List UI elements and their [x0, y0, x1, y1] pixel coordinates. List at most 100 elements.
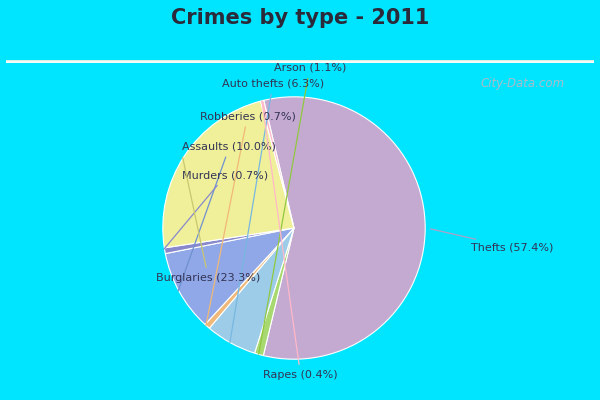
- Bar: [6, 61, 594, 62]
- Bar: [6, 62, 594, 63]
- Bar: [6, 61, 594, 63]
- Bar: [6, 61, 594, 63]
- Bar: [6, 62, 594, 63]
- Bar: [6, 60, 594, 62]
- Bar: [6, 61, 594, 63]
- Wedge shape: [260, 100, 294, 228]
- Bar: [6, 61, 594, 62]
- Bar: [6, 60, 594, 62]
- Bar: [6, 60, 594, 62]
- Bar: [6, 61, 594, 62]
- Bar: [6, 62, 594, 63]
- Bar: [6, 62, 594, 63]
- Bar: [6, 62, 594, 63]
- Bar: [6, 61, 594, 62]
- Bar: [6, 61, 594, 62]
- Bar: [6, 60, 594, 62]
- Bar: [6, 62, 594, 63]
- Bar: [6, 61, 594, 62]
- Bar: [6, 61, 594, 63]
- Bar: [6, 61, 594, 62]
- Bar: [6, 61, 594, 63]
- Bar: [6, 60, 594, 62]
- Bar: [6, 62, 594, 63]
- Bar: [6, 60, 594, 62]
- Bar: [6, 60, 594, 62]
- Bar: [6, 61, 594, 62]
- Bar: [6, 60, 594, 62]
- Bar: [6, 60, 594, 62]
- Bar: [6, 62, 594, 63]
- Bar: [6, 60, 594, 62]
- Bar: [6, 60, 594, 62]
- Bar: [6, 60, 594, 62]
- Bar: [6, 61, 594, 62]
- Text: Thefts (57.4%): Thefts (57.4%): [431, 229, 553, 253]
- Bar: [6, 60, 594, 62]
- Bar: [6, 60, 594, 62]
- Bar: [6, 60, 594, 62]
- Bar: [6, 60, 594, 62]
- Wedge shape: [254, 228, 294, 356]
- Bar: [6, 62, 594, 63]
- Bar: [6, 61, 594, 63]
- Bar: [6, 61, 594, 63]
- Bar: [6, 60, 594, 62]
- Bar: [6, 60, 594, 62]
- Bar: [6, 60, 594, 62]
- Bar: [6, 60, 594, 62]
- Text: Burglaries (23.3%): Burglaries (23.3%): [156, 157, 260, 283]
- Bar: [6, 61, 594, 63]
- Bar: [6, 62, 594, 63]
- Bar: [6, 60, 594, 62]
- Bar: [6, 62, 594, 63]
- Bar: [6, 60, 594, 62]
- Bar: [6, 61, 594, 62]
- Bar: [6, 61, 594, 63]
- Bar: [6, 60, 594, 62]
- Bar: [6, 62, 594, 63]
- Text: Rapes (0.4%): Rapes (0.4%): [262, 101, 338, 380]
- Bar: [6, 61, 594, 62]
- Bar: [6, 61, 594, 63]
- Bar: [6, 60, 594, 62]
- Bar: [6, 60, 594, 62]
- Bar: [6, 60, 594, 62]
- Bar: [6, 60, 594, 62]
- Bar: [6, 60, 594, 62]
- Bar: [6, 62, 594, 63]
- Bar: [6, 61, 594, 63]
- Bar: [6, 60, 594, 62]
- Bar: [6, 61, 594, 63]
- Bar: [6, 60, 594, 62]
- Bar: [6, 61, 594, 63]
- Bar: [6, 60, 594, 62]
- Bar: [6, 60, 594, 62]
- Bar: [6, 60, 594, 62]
- Text: City-Data.com: City-Data.com: [481, 77, 565, 90]
- Bar: [6, 60, 594, 62]
- Bar: [6, 60, 594, 62]
- Bar: [6, 61, 594, 63]
- Text: Crimes by type - 2011: Crimes by type - 2011: [171, 8, 429, 28]
- Bar: [6, 60, 594, 62]
- Bar: [6, 60, 594, 62]
- Bar: [6, 60, 594, 62]
- Bar: [6, 61, 594, 62]
- Bar: [6, 62, 594, 63]
- Bar: [6, 61, 594, 63]
- Bar: [6, 61, 594, 63]
- Bar: [6, 60, 594, 62]
- Bar: [6, 61, 594, 62]
- Bar: [6, 60, 594, 62]
- Bar: [6, 61, 594, 62]
- Bar: [6, 61, 594, 63]
- Bar: [6, 61, 594, 62]
- Bar: [6, 60, 594, 62]
- Bar: [6, 62, 594, 63]
- Bar: [6, 62, 594, 63]
- Bar: [6, 62, 594, 63]
- Wedge shape: [163, 101, 294, 248]
- Bar: [6, 60, 594, 62]
- Bar: [6, 60, 594, 62]
